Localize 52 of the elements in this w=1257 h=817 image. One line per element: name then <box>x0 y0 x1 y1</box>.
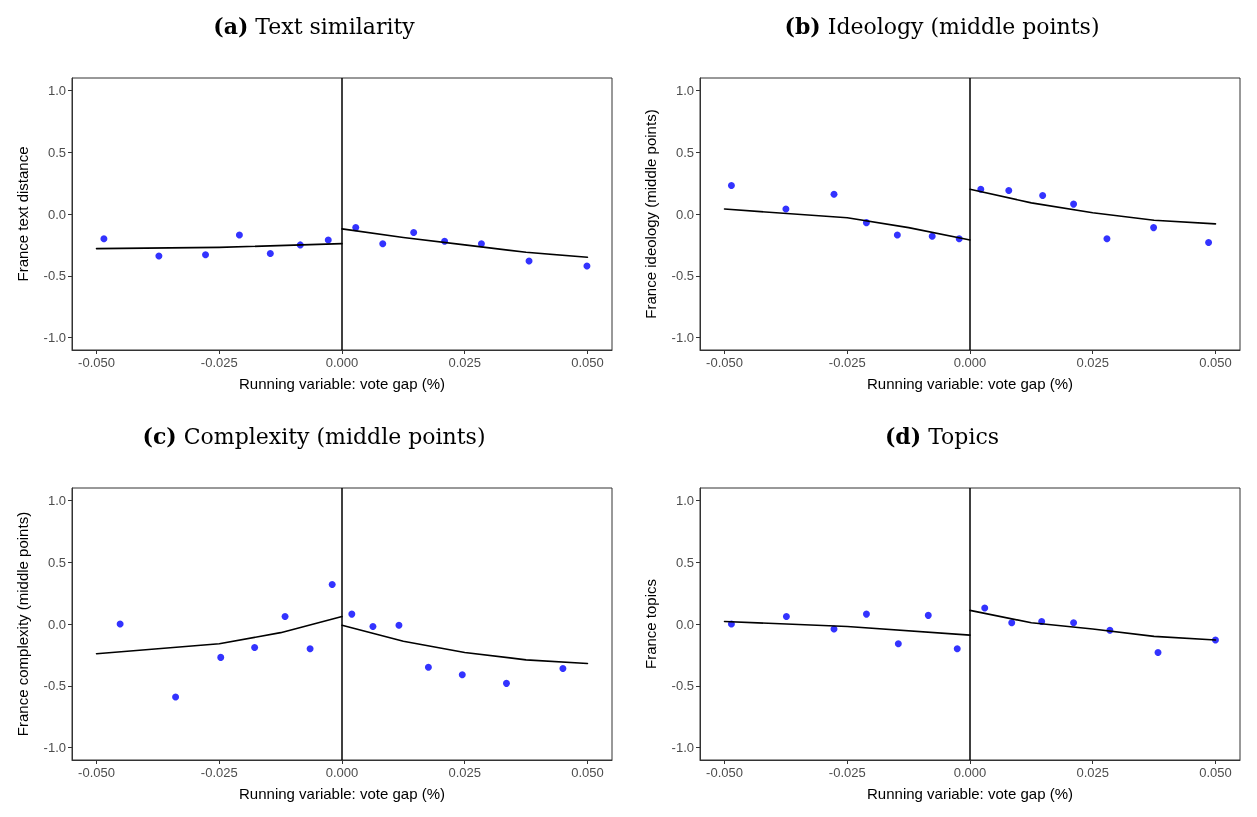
y-axis-title: France complexity (middle points) <box>14 511 31 737</box>
x-tick-label: -0.025 <box>200 355 238 370</box>
y-tick-label: 1.0 <box>675 82 694 98</box>
y-tick-label: -1.0 <box>43 330 66 346</box>
x-tick-label: -0.050 <box>78 355 115 370</box>
x-tick-label: -0.050 <box>706 765 743 780</box>
y-tick-label: 0.5 <box>675 554 694 570</box>
x-tick-label: 0.025 <box>448 765 481 780</box>
y-tick-label: 0.0 <box>47 616 66 632</box>
x-tick-label: 0.025 <box>1076 765 1109 780</box>
x-tick-label: 0.000 <box>325 355 359 370</box>
x-tick-label: 0.050 <box>571 765 604 780</box>
y-tick-label: 0.5 <box>47 554 66 570</box>
x-axis-title: Running variable: vote gap (%) <box>239 375 445 392</box>
chart-title: (a) Text similarity <box>213 13 416 39</box>
x-tick-label: 0.050 <box>571 355 604 370</box>
x-tick-label: -0.025 <box>200 765 238 780</box>
x-tick-label: -0.050 <box>706 355 743 370</box>
y-tick-label: 0.5 <box>47 144 66 160</box>
x-tick-label: 0.050 <box>1199 765 1232 780</box>
y-tick-label: -0.5 <box>671 678 694 694</box>
y-tick-label: -0.5 <box>43 678 66 694</box>
x-tick-label: 0.050 <box>1199 355 1232 370</box>
x-axis-title: Running variable: vote gap (%) <box>239 785 445 802</box>
y-tick-label: 1.0 <box>47 82 66 98</box>
x-axis-title: Running variable: vote gap (%) <box>867 785 1073 802</box>
y-tick-label: 0.0 <box>675 206 694 222</box>
x-axis-title: Running variable: vote gap (%) <box>867 375 1073 392</box>
x-tick-label: -0.025 <box>828 765 866 780</box>
y-tick-label: -1.0 <box>671 330 694 346</box>
x-tick-label: 0.000 <box>953 765 987 780</box>
y-tick-label: -0.5 <box>671 268 694 284</box>
y-tick-label: -1.0 <box>43 740 66 756</box>
y-axis-title: France ideology (middle points) <box>642 109 659 319</box>
chart-title: (b) Ideology (middle points) <box>784 13 1100 39</box>
x-tick-label: -0.025 <box>828 355 866 370</box>
chart-title: (c) Complexity (middle points) <box>142 423 486 449</box>
chart-title: (d) Topics <box>884 423 1000 449</box>
x-tick-label: 0.000 <box>953 355 987 370</box>
y-tick-label: 1.0 <box>675 492 694 508</box>
y-axis-title: France topics <box>642 578 659 670</box>
y-tick-label: -0.5 <box>43 268 66 284</box>
y-tick-label: 0.5 <box>675 144 694 160</box>
y-tick-label: 1.0 <box>47 492 66 508</box>
x-tick-label: 0.000 <box>325 765 359 780</box>
x-tick-label: 0.025 <box>448 355 481 370</box>
x-tick-label: -0.050 <box>78 765 115 780</box>
y-tick-label: 0.0 <box>47 206 66 222</box>
y-tick-label: -1.0 <box>671 740 694 756</box>
x-tick-label: 0.025 <box>1076 355 1109 370</box>
y-axis-title: France text distance <box>14 146 31 282</box>
y-tick-label: 0.0 <box>675 616 694 632</box>
